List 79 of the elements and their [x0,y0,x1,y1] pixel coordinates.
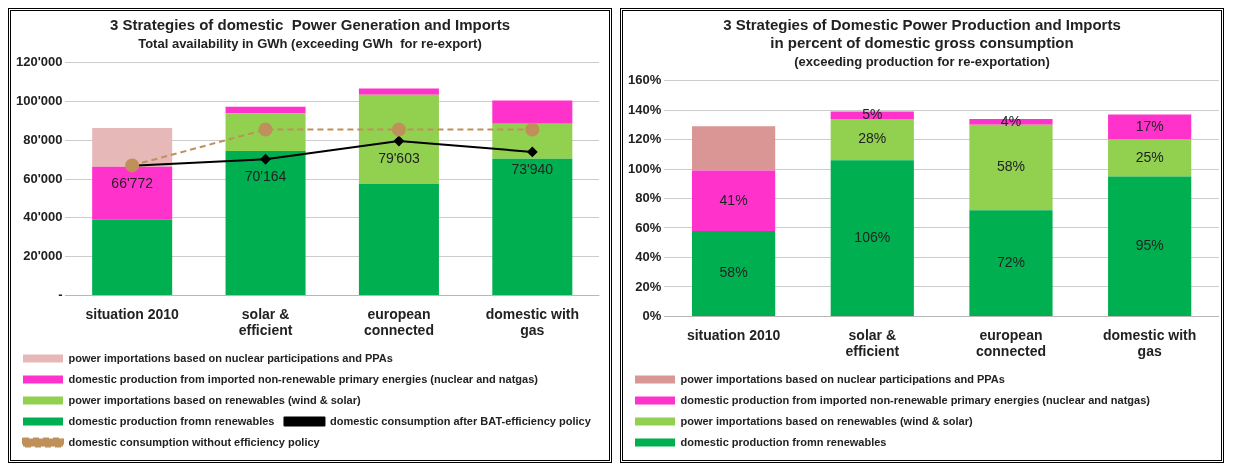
bar [691,230,776,316]
y-tick-label: 160% [628,72,662,88]
bar [225,106,306,114]
bar [1108,114,1192,140]
y-tick-label: - [58,286,63,302]
y-tick-label: 120% [628,131,662,147]
y-tick-label: 20% [635,278,662,294]
legend-label: power importations based on nuclear participations and PPAs [68,351,393,364]
data-label: 58% [996,158,1025,175]
legend-label: power importations based on renewables (wind & solar) [68,393,361,406]
point [527,146,538,157]
x-tick-label: european connected [975,326,1046,360]
data-label: 25% [1135,148,1164,165]
y-tick-label: 0% [642,307,662,323]
chart-title: 3 Strategies of Domestic Power Production and Imports in percent of domestic gross consumption [723,16,1121,52]
data-label: 70'164 [244,168,287,185]
bar [358,88,439,95]
bar [358,94,439,185]
bar [830,118,914,161]
bar [1108,139,1192,177]
chart-subtitle: Total availability in GWh (exceeding GWh for re-export) [138,36,482,52]
bar [830,160,914,316]
bar [691,170,776,231]
bar [691,126,776,171]
legend-label: power importations based on nuclear participations and PPAs [680,372,1005,385]
bar [92,219,173,295]
y-tick-label: 120'000 [15,54,63,70]
y-tick-label: 40% [635,249,662,265]
data-label: 73'940 [511,160,554,177]
data-label: 95% [1135,237,1164,254]
legend-label: domestic consumption without efficiency policy [68,435,321,448]
legend-label: power importations based on renewables (wind & solar) [680,414,973,427]
chart-subtitle: (exceeding production for re-exportation) [794,54,1050,70]
bar [969,210,1053,316]
point [260,154,271,165]
y-tick-label: 100'000 [15,92,63,108]
bar [492,158,573,295]
y-tick-label: 40'000 [23,209,63,225]
data-label: 79'603 [378,149,420,166]
data-label: 58% [719,264,748,281]
data-label: 72% [996,253,1025,270]
x-tick-label: solar & efficient [845,326,900,360]
y-tick-label: 80% [635,190,662,206]
y-tick-label: 140% [628,101,662,117]
point [391,122,406,137]
legend-label: domestic consumption after BAT-efficiency policy [329,414,592,427]
x-tick-label: situation 2010 [85,305,180,322]
legend-label: domestic production from imported non-renewable primary energies (nuclear and natgas) [68,372,539,385]
y-tick-label: 60% [635,219,662,235]
legend-label: domestic production from imported non-renewable primary energies (nuclear and natgas) [680,393,1151,406]
y-tick-label: 60'000 [23,170,63,186]
x-tick-label: situation 2010 [686,326,781,343]
legend-label: domestic production fromn renewables [680,435,887,448]
point [525,122,540,137]
point [393,135,404,146]
bar [492,100,573,124]
bar [358,184,439,295]
x-tick-label: domestic with gas [485,305,579,339]
bar [225,151,306,295]
bar [1108,176,1192,316]
x-tick-label: solar & efficient [238,305,293,339]
y-tick-label: 100% [628,160,662,176]
bar [225,113,306,152]
y-tick-label: 20'000 [23,248,63,264]
data-label: 41% [719,191,748,208]
point [258,122,273,137]
data-label: 106% [854,228,891,245]
bar [969,124,1053,211]
data-label: 17% [1135,117,1164,134]
y-tick-label: 80'000 [23,131,63,147]
chart-title: 3 Strategies of domestic Power Generation and Imports [109,16,511,34]
x-tick-label: european connected [363,305,434,339]
data-label: 28% [858,130,887,147]
bar [92,166,173,220]
x-tick-label: domestic with gas [1102,326,1197,360]
legend-label: domestic production fromn renewables [68,414,275,427]
data-label: 5% [862,106,883,123]
data-label: 66'772 [111,174,154,191]
bar [92,127,173,167]
